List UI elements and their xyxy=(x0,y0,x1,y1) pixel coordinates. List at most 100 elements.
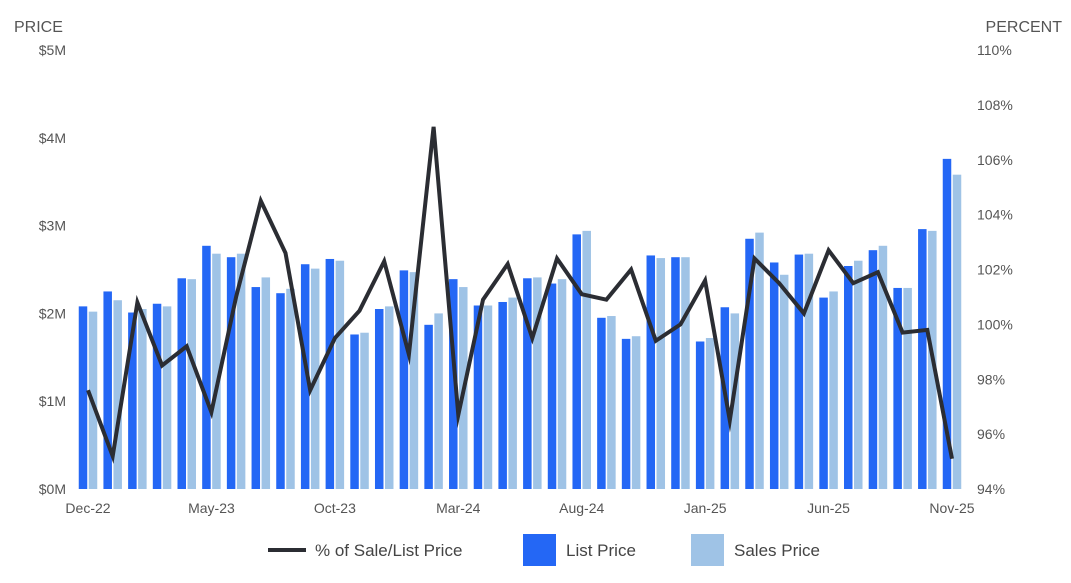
sales-price-bar xyxy=(607,316,616,489)
sales-price-bar xyxy=(261,277,271,489)
list-price-bar xyxy=(547,283,557,489)
axis-layer: PRICE PERCENT $0M$1M$2M$3M$4M$5M 94%96%9… xyxy=(14,19,1062,516)
sales-price-bar xyxy=(360,332,369,489)
left-tick-label: $1M xyxy=(39,393,66,409)
sales-price-bar xyxy=(212,253,221,489)
right-tick-label: 104% xyxy=(977,207,1013,223)
legend: % of Sale/List Price List Price Sales Pr… xyxy=(268,534,820,566)
legend-label-list-price: List Price xyxy=(566,541,636,560)
sales-price-bar xyxy=(903,287,912,489)
left-tick-label: $2M xyxy=(39,305,66,321)
list-price-bar xyxy=(300,264,310,489)
sales-price-bar xyxy=(779,274,789,489)
x-tick-label: Jan-25 xyxy=(684,500,727,516)
sales-price-bar xyxy=(878,245,888,489)
right-tick-label: 100% xyxy=(977,316,1013,332)
list-price-bar xyxy=(844,265,853,489)
list-price-bar xyxy=(103,291,112,489)
list-price-bar xyxy=(918,229,927,489)
sales-price-bar xyxy=(162,306,172,489)
percent-sale-list-line xyxy=(86,126,954,464)
list-price-bar xyxy=(78,306,88,489)
right-tick-label: 94% xyxy=(977,481,1005,497)
sales-price-bar xyxy=(286,288,295,489)
list-price-bar xyxy=(226,257,236,489)
legend-sales-price-swatch xyxy=(691,534,724,566)
sales-price-bar xyxy=(533,277,542,489)
list-price-bar xyxy=(868,250,878,489)
sales-price-bar xyxy=(434,313,443,489)
list-price-bar xyxy=(597,317,606,489)
list-price-bar xyxy=(671,257,680,489)
list-price-bar xyxy=(473,305,483,489)
sales-price-bar xyxy=(483,305,493,489)
right-tick-label: 102% xyxy=(977,262,1013,278)
list-price-bar xyxy=(374,309,384,489)
sales-price-bar xyxy=(384,306,394,489)
list-price-bar xyxy=(942,158,952,489)
sales-price-bar xyxy=(681,257,690,489)
sales-price-bar xyxy=(656,258,666,489)
left-axis-ticks: $0M $1M $2M $3M $4M $5M xyxy=(39,42,66,497)
list-price-bar xyxy=(276,293,285,489)
list-price-bar xyxy=(646,255,656,489)
right-tick-label: 110% xyxy=(977,42,1012,58)
list-price-bar xyxy=(621,338,631,489)
list-price-bar xyxy=(819,297,828,489)
left-tick-label: $5M xyxy=(39,42,66,58)
line-layer xyxy=(86,126,954,464)
list-price-bar xyxy=(152,303,162,489)
sales-price-bar xyxy=(804,253,814,489)
list-price-bar xyxy=(769,262,779,489)
right-tick-label: 96% xyxy=(977,426,1005,442)
list-price-bar xyxy=(128,312,137,489)
list-price-bar xyxy=(572,234,581,489)
legend-label-percent: % of Sale/List Price xyxy=(315,541,462,560)
list-price-bar xyxy=(523,278,532,489)
list-price-bar xyxy=(325,258,335,489)
x-tick-label: Aug-24 xyxy=(559,500,604,516)
sales-price-bar xyxy=(113,300,122,489)
x-tick-label: Jun-25 xyxy=(807,500,850,516)
list-price-bar xyxy=(350,334,359,489)
x-axis-ticks: Dec-22 May-23 Oct-23 Mar-24 Aug-24 Jan-25 Jun-… xyxy=(65,500,974,516)
list-price-bar xyxy=(794,254,804,489)
left-tick-label: $3M xyxy=(39,218,66,234)
x-tick-label: May-23 xyxy=(188,500,235,516)
list-price-bar xyxy=(251,287,261,489)
sales-price-bar xyxy=(187,279,196,489)
list-price-bar xyxy=(177,278,186,489)
left-tick-label: $4M xyxy=(39,130,66,146)
list-price-bar xyxy=(202,245,211,489)
sales-price-bar xyxy=(829,291,838,489)
x-tick-label: Mar-24 xyxy=(436,500,481,516)
sales-price-bar xyxy=(582,230,591,490)
left-tick-label: $0M xyxy=(39,481,66,497)
right-tick-label: 108% xyxy=(977,97,1013,113)
bars-layer xyxy=(78,158,962,490)
x-tick-label: Dec-22 xyxy=(65,500,110,516)
x-tick-label: Nov-25 xyxy=(929,500,974,516)
sales-price-bar xyxy=(138,309,147,489)
list-price-bar xyxy=(695,341,705,489)
legend-label-sales-price: Sales Price xyxy=(734,541,820,560)
list-price-bar xyxy=(498,301,507,489)
right-tick-label: 98% xyxy=(977,371,1005,387)
right-tick-label: 106% xyxy=(977,152,1013,168)
sales-price-bar xyxy=(409,272,419,489)
legend-list-price-swatch xyxy=(523,534,556,566)
sales-price-bar xyxy=(730,313,740,489)
list-price-bar xyxy=(449,279,458,489)
left-axis-title: PRICE xyxy=(14,19,63,36)
sales-price-bar xyxy=(631,336,641,489)
list-price-bar xyxy=(893,287,902,489)
x-tick-label: Oct-23 xyxy=(314,500,356,516)
right-axis-ticks: 94% 96% 98% 100% 102% 104% 106% 108% 110% xyxy=(977,42,1013,497)
sales-price-bar xyxy=(952,174,962,489)
list-price-bar xyxy=(745,238,754,489)
sales-price-bar xyxy=(508,297,517,489)
sales-price-bar xyxy=(854,260,863,489)
list-price-bar xyxy=(424,324,433,489)
sales-price-bar xyxy=(557,279,567,489)
